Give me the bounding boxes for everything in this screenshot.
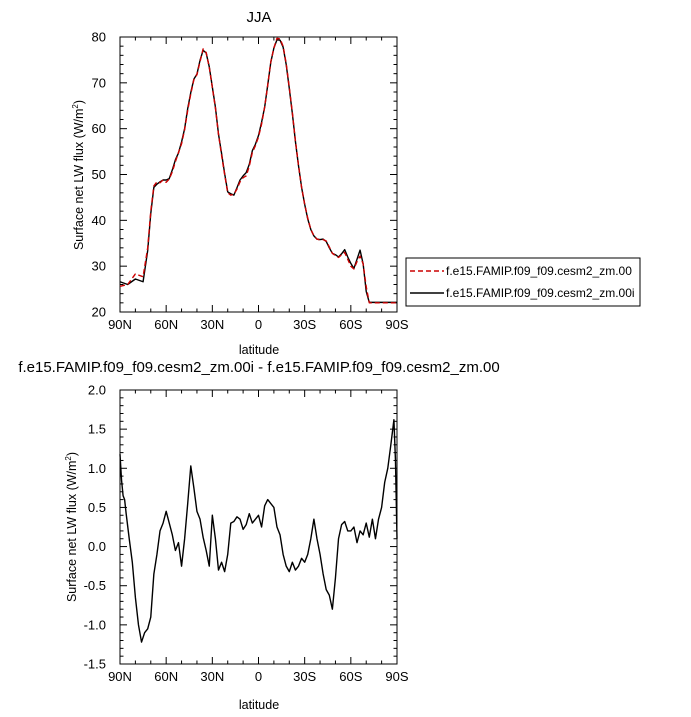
chart-bottom-x-axis-title: latitude	[239, 698, 279, 712]
chart-top-y-tick-label: 80	[92, 30, 106, 45]
chart-bottom-plot-area: 90N 60N 30N 0 30S 60S 90S -1.5 -1.0 -0.5 0.0 0.5 1.0…	[84, 383, 409, 685]
chart-bottom-y-tick-label: 0.5	[88, 500, 106, 515]
chart-bottom-y-tick-label: 1.5	[88, 422, 106, 437]
chart-top-y-tick-label: 70	[92, 75, 106, 90]
chart-bottom-series-line-1	[119, 419, 398, 643]
chart-top-y-axis-title-close: )	[72, 100, 86, 104]
chart-bottom-x-tick-label: 30S	[293, 669, 316, 684]
chart-top-legend: f.e15.FAMIP.f09_f09.cesm2_zm.00 f.e15.FA…	[405, 257, 641, 307]
chart-top-x-tick-label: 90S	[385, 317, 408, 332]
chart-top-y-axis-title-main: Surface net LW flux (W/m	[72, 109, 86, 250]
chart-bottom-x-tick-label: 0	[255, 669, 262, 684]
chart-top-frame	[119, 36, 398, 313]
chart-top-plot-area: 90N 60N 30N 0 30S 60S 90S 20 30 40 50 60 70 80	[92, 30, 409, 333]
chart-top-y-tick-label: 60	[92, 121, 106, 136]
chart-top-y-axis-title-sup: 2	[71, 104, 80, 109]
chart-bottom-title: f.e15.FAMIP.f09_f09.cesm2_zm.00i - f.e15…	[18, 359, 499, 376]
chart-top-x-axis-title: latitude	[239, 343, 279, 357]
chart-bottom-y-axis-title-sup: 2	[64, 456, 73, 461]
chart-top-x-tick-label: 90N	[108, 317, 132, 332]
legend-label-series-2: f.e15.FAMIP.f09_f09.cesm2_zm.00i	[446, 286, 635, 300]
chart-bottom-y-tick-label: 1.0	[88, 461, 106, 476]
chart-bottom-x-tick-label: 90N	[108, 669, 132, 684]
chart-bottom-y-tick-label: 2.0	[88, 383, 106, 398]
chart-bottom-y-tick-label: -1.5	[84, 657, 106, 672]
chart-bottom-y-tick-label: 0.0	[88, 539, 106, 554]
chart-bottom-y-tick-label: -1.0	[84, 617, 106, 632]
chart-bottom-x-tick-label: 30N	[200, 669, 224, 684]
chart-bottom-x-tick-label: 90S	[385, 669, 408, 684]
chart-bottom-x-tick-label: 60N	[154, 669, 178, 684]
chart-bottom-y-axis-title-main: Surface net LW flux (W/m	[65, 461, 79, 602]
chart-top-y-tick-label: 20	[92, 305, 106, 320]
chart-top-seasonal-flux: JJA 90N 60N 30N 0 30S 60S 90S 20 30 40 50 60 70 80 la…	[71, 9, 641, 357]
chart-bottom-difference: f.e15.FAMIP.f09_f09.cesm2_zm.00i - f.e15…	[18, 359, 499, 712]
legend-label-series-1: f.e15.FAMIP.f09_f09.cesm2_zm.00	[446, 264, 632, 278]
chart-bottom-x-tick-label: 60S	[339, 669, 362, 684]
chart-top-x-tick-label: 30S	[293, 317, 316, 332]
chart-top-y-tick-label: 30	[92, 259, 106, 274]
chart-bottom-y-axis-title-close: )	[65, 452, 79, 456]
chart-top-x-tick-label: 30N	[200, 317, 224, 332]
chart-top-x-tick-label: 60N	[154, 317, 178, 332]
chart-bottom-y-tick-label: -0.5	[84, 578, 106, 593]
chart-top-x-tick-label: 60S	[339, 317, 362, 332]
chart-top-y-axis-title: Surface net LW flux (W/m2)	[71, 100, 86, 250]
chart-top-x-tick-label: 0	[255, 317, 262, 332]
chart-top-series-line-2	[119, 39, 397, 304]
chart-top-title: JJA	[246, 9, 271, 26]
legend-frame	[405, 257, 641, 307]
chart-top-y-tick-label: 40	[92, 213, 106, 228]
chart-top-series-line-1	[119, 37, 397, 304]
chart-top-y-tick-label: 50	[92, 167, 106, 182]
chart-bottom-y-axis-title: Surface net LW flux (W/m2)	[64, 452, 79, 602]
